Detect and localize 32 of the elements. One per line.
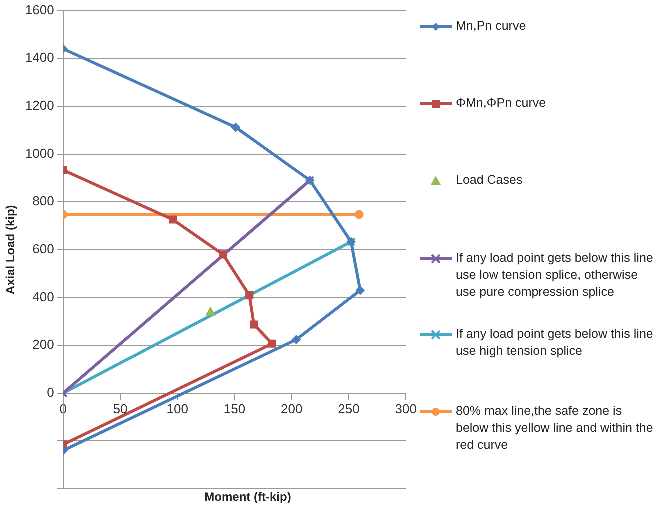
legend-label: If any load point gets below this line use high tension splice [456, 326, 654, 360]
legend-label: 80% max line,the safe zone is below this yellow line and within the red curve [456, 403, 654, 454]
legend-label: ΦMn,ΦPn curve [456, 95, 548, 112]
point [219, 250, 228, 259]
y-tick-label: 1600 [25, 2, 54, 18]
x-tick-label: 150 [224, 402, 246, 417]
y-tick-label: 800 [32, 194, 54, 209]
x-tick-label: 200 [281, 402, 303, 417]
point [206, 307, 216, 316]
y-axis-title: Axial Load (kip) [4, 205, 18, 295]
y-tick-label: 1400 [25, 50, 54, 66]
legend-label: Load Cases [456, 172, 524, 189]
x-tick-label: 300 [395, 402, 418, 417]
point [250, 320, 258, 329]
y-tick-label: 200 [32, 337, 54, 352]
y-tick-label: 600 [32, 241, 54, 256]
y-tick-label: 0 [47, 384, 54, 400]
x-tick-label: 100 [166, 402, 188, 417]
point [168, 216, 178, 224]
x-tick-label: 50 [113, 402, 128, 417]
y-tick-label: 1200 [25, 98, 54, 114]
y-tick-label: 400 [32, 289, 54, 304]
x-axis-title: Moment (ft-kip) [204, 490, 292, 504]
point [268, 340, 276, 348]
legend-label: If any load point gets below this line use low tension splice, otherwise use pure compression splice [456, 250, 654, 301]
point [292, 335, 301, 344]
point [246, 292, 254, 300]
x-tick-label: 250 [338, 402, 360, 417]
point [356, 286, 365, 296]
legend-label: Mn,Pn curve [456, 18, 528, 35]
point [231, 122, 240, 132]
y-tick-label: 1000 [25, 146, 54, 161]
